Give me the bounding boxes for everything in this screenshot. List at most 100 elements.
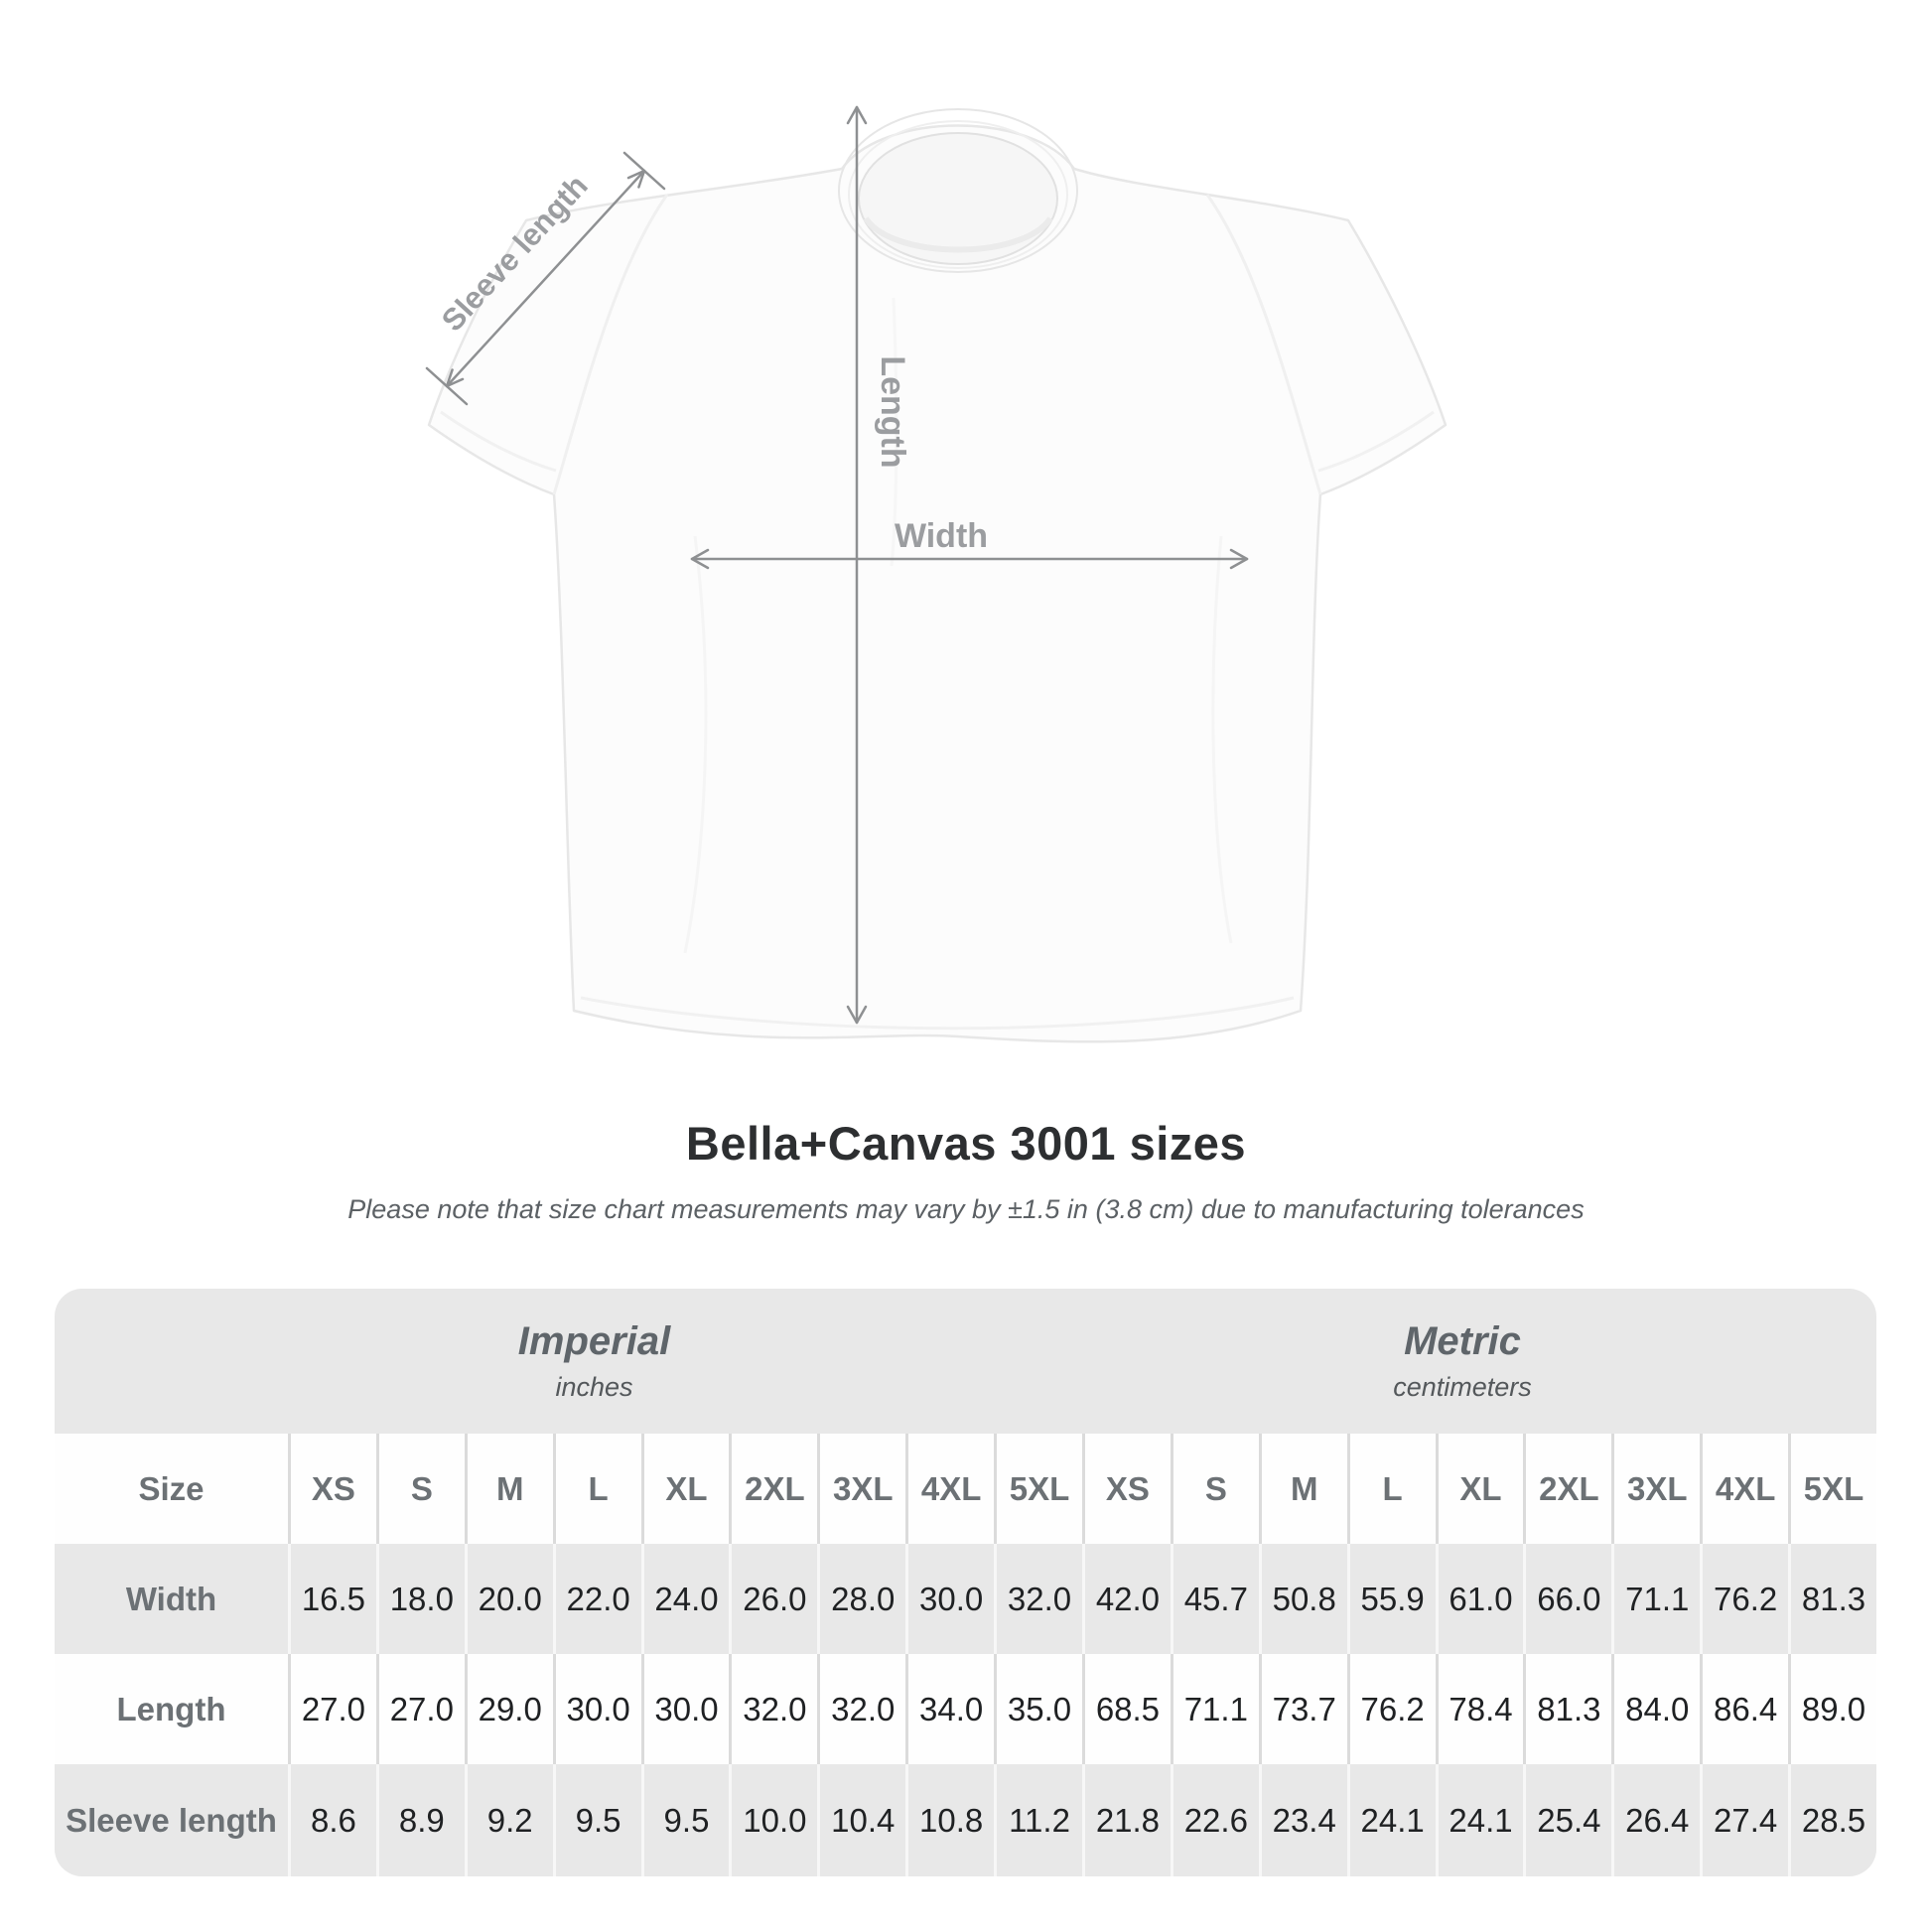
armhole-seam-right bbox=[1205, 194, 1322, 495]
size-cell: 3XL bbox=[1614, 1434, 1701, 1544]
size-table: Imperial inches Metric centimeters Size … bbox=[55, 1289, 1876, 1876]
value-cell: 32.0 bbox=[997, 1544, 1082, 1654]
value-cell: 24.0 bbox=[643, 1544, 730, 1654]
value-cell: 45.7 bbox=[1173, 1544, 1259, 1654]
section-header-metric: Metric centimeters bbox=[1082, 1289, 1876, 1434]
length-dimension-line bbox=[846, 105, 868, 1025]
value-cell: 30.0 bbox=[555, 1654, 641, 1764]
size-cell: XS bbox=[1084, 1434, 1171, 1544]
value-cell: 28.0 bbox=[820, 1544, 906, 1654]
row-label: Length bbox=[55, 1654, 288, 1764]
size-cell: L bbox=[555, 1434, 641, 1544]
page-subtitle: Please note that size chart measurements… bbox=[347, 1194, 1585, 1224]
value-cell: 66.0 bbox=[1526, 1544, 1612, 1654]
size-cell: 5XL bbox=[997, 1434, 1082, 1544]
value-cell: 27.4 bbox=[1703, 1764, 1789, 1876]
size-cell: XS bbox=[291, 1434, 376, 1544]
size-cell: XL bbox=[643, 1434, 730, 1544]
sleeve-hem-right bbox=[1317, 410, 1435, 473]
wrinkle-center bbox=[890, 297, 898, 567]
size-cell: S bbox=[1173, 1434, 1259, 1544]
size-cell: 3XL bbox=[820, 1434, 906, 1544]
value-cell: 35.0 bbox=[997, 1654, 1082, 1764]
value-cell: 22.0 bbox=[555, 1544, 641, 1654]
value-cell: 76.2 bbox=[1703, 1544, 1789, 1654]
size-cell: S bbox=[378, 1434, 465, 1544]
size-header-label: Size bbox=[55, 1434, 288, 1544]
value-cell: 22.6 bbox=[1173, 1764, 1259, 1876]
collar-neck-hole bbox=[858, 132, 1058, 265]
value-cell: 26.0 bbox=[732, 1544, 818, 1654]
width-label: Width bbox=[895, 517, 988, 555]
value-cell: 81.3 bbox=[1526, 1654, 1612, 1764]
value-cell: 34.0 bbox=[908, 1654, 995, 1764]
table-row-width: Width 16.5 18.0 20.0 22.0 24.0 26.0 28.0… bbox=[55, 1544, 1876, 1654]
value-cell: 50.8 bbox=[1261, 1544, 1347, 1654]
collar-inner-shadow bbox=[863, 216, 1053, 253]
collar-seam bbox=[848, 120, 1068, 269]
value-cell: 68.5 bbox=[1084, 1654, 1171, 1764]
row-label: Width bbox=[55, 1544, 288, 1654]
width-dimension-line bbox=[690, 548, 1249, 570]
value-cell: 16.5 bbox=[291, 1544, 376, 1654]
value-cell: 29.0 bbox=[467, 1654, 553, 1764]
value-cell: 8.9 bbox=[378, 1764, 465, 1876]
value-cell: 28.5 bbox=[1791, 1764, 1876, 1876]
metric-unit: centimeters bbox=[1393, 1372, 1532, 1402]
table-row-length: Length 27.0 27.0 29.0 30.0 30.0 32.0 32.… bbox=[55, 1654, 1876, 1764]
imperial-title: Imperial bbox=[517, 1319, 671, 1363]
value-cell: 10.0 bbox=[732, 1764, 818, 1876]
value-cell: 9.5 bbox=[643, 1764, 730, 1876]
value-cell: 24.1 bbox=[1438, 1764, 1524, 1876]
value-cell: 55.9 bbox=[1349, 1544, 1436, 1654]
value-cell: 8.6 bbox=[291, 1764, 376, 1876]
sleeve-dimension-line bbox=[425, 151, 666, 406]
armhole-seam-left bbox=[552, 194, 669, 495]
value-cell: 24.1 bbox=[1349, 1764, 1436, 1876]
tshirt-measurement-diagram: Sleeve length Length Width bbox=[425, 105, 1448, 1043]
length-label: Length bbox=[874, 355, 911, 468]
value-cell: 76.2 bbox=[1349, 1654, 1436, 1764]
value-cell: 61.0 bbox=[1438, 1544, 1524, 1654]
value-cell: 30.0 bbox=[908, 1544, 995, 1654]
size-cell: M bbox=[1261, 1434, 1347, 1544]
tshirt-body bbox=[427, 124, 1448, 1043]
value-cell: 18.0 bbox=[378, 1544, 465, 1654]
value-cell: 81.3 bbox=[1791, 1544, 1876, 1654]
size-cell: 4XL bbox=[1703, 1434, 1789, 1544]
size-cell: 5XL bbox=[1791, 1434, 1876, 1544]
value-cell: 23.4 bbox=[1261, 1764, 1347, 1876]
value-cell: 42.0 bbox=[1084, 1544, 1171, 1654]
value-cell: 86.4 bbox=[1703, 1654, 1789, 1764]
value-cell: 78.4 bbox=[1438, 1654, 1524, 1764]
size-cell: 2XL bbox=[732, 1434, 818, 1544]
value-cell: 27.0 bbox=[378, 1654, 465, 1764]
value-cell: 10.4 bbox=[820, 1764, 906, 1876]
value-cell: 89.0 bbox=[1791, 1654, 1876, 1764]
value-cell: 30.0 bbox=[643, 1654, 730, 1764]
sleeve-hem-left bbox=[440, 410, 557, 473]
value-cell: 25.4 bbox=[1526, 1764, 1612, 1876]
value-cell: 11.2 bbox=[997, 1764, 1082, 1876]
collar-outer bbox=[838, 108, 1078, 273]
value-cell: 26.4 bbox=[1614, 1764, 1701, 1876]
size-cell: M bbox=[467, 1434, 553, 1544]
value-cell: 71.1 bbox=[1614, 1544, 1701, 1654]
value-cell: 73.7 bbox=[1261, 1654, 1347, 1764]
value-cell: 32.0 bbox=[732, 1654, 818, 1764]
page-title: Bella+Canvas 3001 sizes bbox=[685, 1117, 1247, 1170]
unit-section-header: Imperial inches Metric centimeters bbox=[55, 1289, 1876, 1434]
row-label: Sleeve length bbox=[55, 1764, 288, 1876]
size-header-row: Size XS S M L XL 2XL 3XL 4XL 5XL XS S M … bbox=[55, 1434, 1876, 1544]
value-cell: 71.1 bbox=[1173, 1654, 1259, 1764]
value-cell: 27.0 bbox=[291, 1654, 376, 1764]
value-cell: 9.5 bbox=[555, 1764, 641, 1876]
value-cell: 21.8 bbox=[1084, 1764, 1171, 1876]
section-header-imperial: Imperial inches bbox=[55, 1289, 1082, 1434]
value-cell: 20.0 bbox=[467, 1544, 553, 1654]
size-cell: 2XL bbox=[1526, 1434, 1612, 1544]
metric-title: Metric bbox=[1404, 1319, 1521, 1363]
wrinkle-right bbox=[1211, 535, 1233, 944]
size-cell: XL bbox=[1438, 1434, 1524, 1544]
imperial-unit: inches bbox=[555, 1372, 633, 1402]
